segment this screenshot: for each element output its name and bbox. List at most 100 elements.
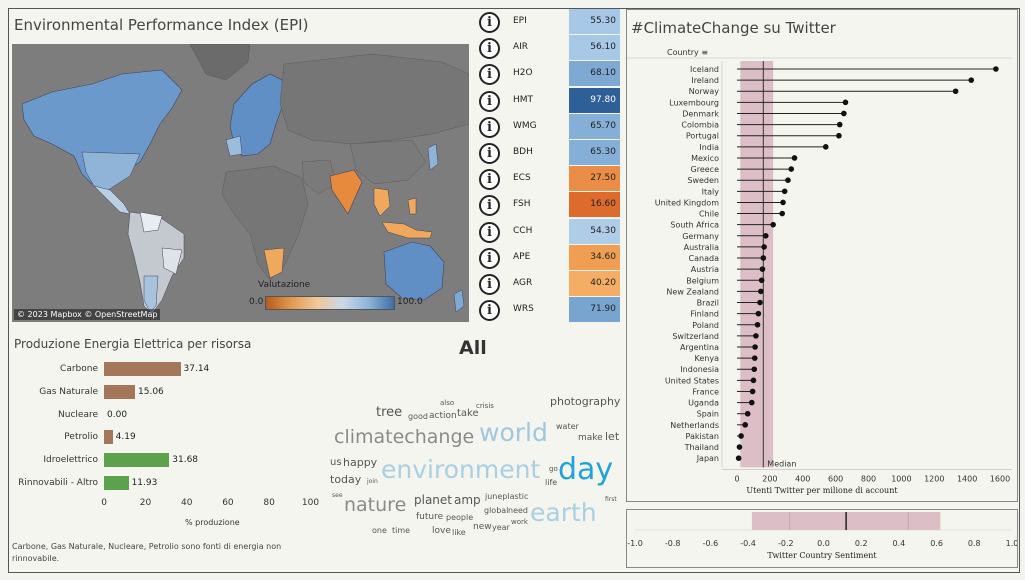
- epi-row-fsh[interactable]: i FSH 16.60: [474, 192, 620, 218]
- lollipop-dot[interactable]: [751, 366, 758, 373]
- lollipop-dot[interactable]: [993, 66, 999, 72]
- word-cloud-word[interactable]: people: [446, 513, 474, 522]
- info-icon[interactable]: i: [479, 90, 500, 112]
- epi-row-cch[interactable]: i CCH 54.30: [474, 218, 620, 245]
- word-cloud-word[interactable]: take: [457, 408, 479, 419]
- word-cloud-word[interactable]: good: [408, 412, 428, 421]
- lollipop-dot[interactable]: [751, 355, 758, 361]
- lollipop-dot[interactable]: [748, 399, 755, 406]
- word-cloud-word[interactable]: tree: [376, 405, 403, 420]
- word-cloud-word[interactable]: first: [605, 496, 617, 503]
- lollipop-dot[interactable]: [755, 310, 762, 317]
- word-cloud-word[interactable]: join: [367, 478, 378, 485]
- lollipop-dot[interactable]: [791, 155, 798, 161]
- lollipop-dot[interactable]: [842, 99, 849, 106]
- lollipop-dot[interactable]: [738, 433, 744, 439]
- word-cloud-word[interactable]: crisis: [476, 402, 494, 410]
- word-cloud-word[interactable]: amp: [454, 493, 481, 507]
- sort-icon[interactable]: ≡: [701, 48, 709, 57]
- lollipop-dot[interactable]: [736, 444, 743, 450]
- word-cloud-word[interactable]: today: [330, 473, 362, 486]
- info-icon[interactable]: i: [479, 221, 500, 243]
- lollipop-dot[interactable]: [742, 422, 749, 428]
- epi-row-air[interactable]: i AIR 56.10: [474, 35, 620, 61]
- word-cloud-word[interactable]: photography: [550, 395, 621, 408]
- lollipop-dot[interactable]: [752, 344, 758, 350]
- epi-row-agr[interactable]: i AGR 40.20: [474, 271, 620, 297]
- info-icon[interactable]: i: [479, 195, 500, 217]
- energy-bar[interactable]: [104, 476, 129, 490]
- lollipop-dot[interactable]: [760, 255, 767, 261]
- word-cloud-word[interactable]: one: [372, 526, 387, 535]
- epi-row-bdh[interactable]: i BDH 65.30: [474, 140, 620, 166]
- epi-row-wrs[interactable]: i WRS 71.90: [474, 297, 620, 323]
- word-cloud-word[interactable]: love: [432, 526, 451, 536]
- energy-bar[interactable]: [104, 453, 170, 468]
- energy-bar[interactable]: [104, 362, 181, 376]
- lollipop-dot[interactable]: [757, 299, 763, 306]
- word-cloud-word[interactable]: future: [416, 512, 444, 522]
- country-header[interactable]: Country ≡: [667, 48, 708, 57]
- lollipop-dot[interactable]: [781, 188, 788, 195]
- lollipop-dot[interactable]: [785, 177, 791, 183]
- lollipop-dot[interactable]: [744, 410, 751, 417]
- word-cloud-word[interactable]: life: [545, 478, 558, 487]
- lollipop-dot[interactable]: [735, 455, 742, 462]
- epi-row-epi[interactable]: i EPI 55.30: [474, 9, 620, 35]
- info-icon[interactable]: i: [479, 274, 500, 295]
- lollipop-dot[interactable]: [754, 321, 761, 328]
- epi-row-wmg[interactable]: i WMG 65.70: [474, 113, 620, 140]
- word-cloud-word[interactable]: juneplastic: [485, 492, 529, 501]
- word-cloud-word[interactable]: work: [511, 518, 528, 526]
- word-cloud-word[interactable]: also: [440, 399, 455, 407]
- epi-row-ecs[interactable]: i ECS 27.50: [474, 166, 620, 192]
- energy-bar[interactable]: [104, 430, 113, 445]
- epi-row-hmt[interactable]: i HMT 97.80: [474, 87, 620, 114]
- info-icon[interactable]: i: [479, 247, 500, 269]
- lollipop-dot[interactable]: [780, 199, 786, 206]
- lollipop-dot[interactable]: [758, 288, 764, 295]
- word-cloud-word[interactable]: let: [605, 430, 620, 443]
- lollipop-dot[interactable]: [836, 121, 843, 128]
- world-map[interactable]: © 2023 Mapbox © OpenStreetMap Valutazion…: [12, 44, 469, 322]
- info-icon[interactable]: i: [479, 143, 500, 164]
- word-cloud-word[interactable]: earth: [530, 498, 597, 527]
- word-cloud-word[interactable]: make: [578, 433, 603, 443]
- word-cloud-word[interactable]: year: [492, 523, 510, 532]
- lollipop-dot[interactable]: [761, 244, 767, 250]
- word-cloud-word[interactable]: action: [429, 411, 457, 421]
- lollipop-dot[interactable]: [759, 266, 766, 272]
- lollipop-dot[interactable]: [968, 77, 975, 83]
- word-cloud-word[interactable]: planet: [414, 493, 452, 507]
- word-cloud-word[interactable]: like: [452, 528, 466, 537]
- epi-row-ape[interactable]: i APE 34.60: [474, 244, 620, 271]
- word-cloud-word[interactable]: day: [558, 452, 614, 487]
- lollipop-dot[interactable]: [822, 144, 829, 150]
- word-cloud-word[interactable]: need: [508, 506, 528, 515]
- word-cloud-word[interactable]: happy: [343, 456, 378, 469]
- lollipop-dot[interactable]: [836, 132, 842, 139]
- lollipop-dot[interactable]: [753, 333, 759, 339]
- lollipop-dot[interactable]: [770, 221, 776, 228]
- word-cloud-word[interactable]: see: [332, 492, 343, 499]
- lollipop-dot[interactable]: [758, 277, 765, 284]
- info-icon[interactable]: i: [479, 64, 500, 86]
- word-cloud-word[interactable]: world: [479, 418, 548, 447]
- lollipop-dot[interactable]: [841, 110, 847, 117]
- info-icon[interactable]: i: [479, 12, 500, 33]
- info-icon[interactable]: i: [479, 169, 500, 191]
- lollipop-dot[interactable]: [779, 210, 786, 217]
- word-cloud-word[interactable]: global: [484, 506, 509, 515]
- lollipop-dot[interactable]: [749, 388, 756, 395]
- lollipop-dot[interactable]: [788, 166, 795, 172]
- word-cloud-word[interactable]: go: [549, 465, 558, 473]
- lollipop-dot[interactable]: [952, 88, 959, 95]
- info-icon[interactable]: i: [479, 300, 500, 322]
- word-cloud-word[interactable]: water: [556, 422, 579, 431]
- info-icon[interactable]: i: [479, 38, 500, 60]
- lollipop-dot[interactable]: [750, 377, 757, 384]
- word-cloud-word[interactable]: time: [392, 526, 411, 535]
- word-cloud-word[interactable]: us: [330, 457, 342, 468]
- word-cloud-word[interactable]: climatechange: [334, 426, 475, 448]
- word-cloud-word[interactable]: nature: [344, 494, 407, 516]
